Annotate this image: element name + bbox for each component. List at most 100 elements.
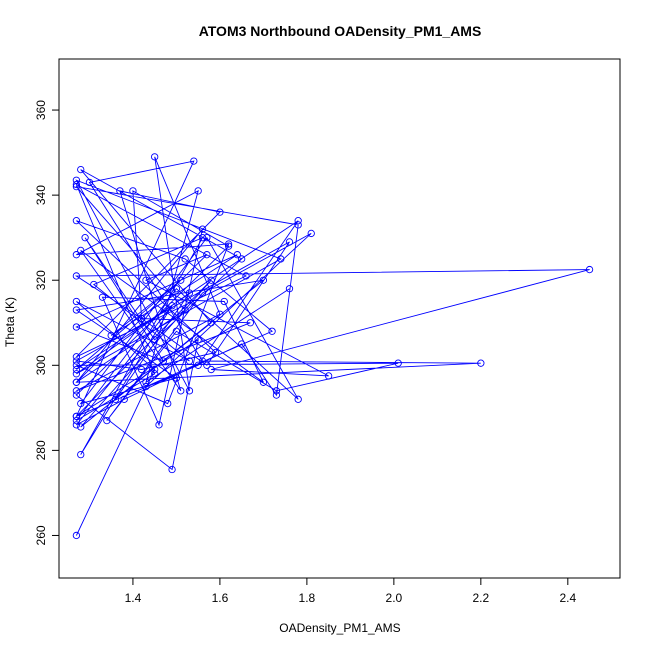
- data-point: [72, 416, 81, 425]
- data-point: [72, 361, 81, 369]
- axes: 1.4 1.6 1.8 2.0 2.2 2.4 260 280 300 320 340 360: [34, 100, 576, 605]
- data-point: [103, 416, 111, 425]
- data-point: [172, 327, 181, 335]
- data-point: [238, 340, 246, 348]
- data-point: [72, 251, 81, 259]
- data-point: [98, 293, 107, 301]
- data-point: [85, 178, 94, 187]
- data-point: [181, 306, 189, 314]
- data-point: [159, 357, 168, 365]
- data-point: [72, 353, 81, 361]
- data-point: [72, 421, 81, 429]
- data-point: [72, 357, 81, 365]
- data-point: [268, 327, 276, 335]
- data-point: [233, 251, 241, 259]
- data-point: [198, 357, 207, 365]
- data-point: [177, 387, 185, 395]
- data-point: [72, 176, 81, 184]
- data-point: [155, 421, 163, 429]
- data-point: [72, 412, 81, 420]
- x-tick-label: 2.4: [559, 591, 576, 605]
- data-point: [185, 357, 194, 365]
- y-axis-label: Theta (K): [3, 297, 17, 347]
- data-point: [285, 285, 294, 293]
- data-point: [172, 285, 181, 293]
- chart-title: ATOM3 Northbound OADensity_PM1_AMS: [199, 23, 482, 39]
- data-point: [168, 302, 176, 310]
- data-point: [72, 180, 81, 189]
- y-tick-label: 320: [34, 270, 48, 290]
- data-point: [324, 372, 333, 380]
- data-point: [77, 423, 85, 431]
- data-point: [151, 370, 159, 378]
- data-point: [137, 314, 146, 323]
- data-point: [72, 378, 81, 386]
- x-tick-label: 1.4: [125, 591, 142, 605]
- data-point: [72, 297, 81, 306]
- data-point: [259, 378, 268, 386]
- data-point: [77, 450, 85, 459]
- data-point: [181, 255, 189, 263]
- data-point: [207, 276, 215, 284]
- data-point: [120, 395, 128, 403]
- series-layer: [72, 153, 594, 540]
- y-tick-label: 360: [34, 100, 48, 120]
- data-point: [72, 370, 81, 378]
- data-point: [185, 289, 194, 297]
- data-point: [164, 399, 172, 408]
- data-point: [246, 319, 254, 327]
- y-tick-label: 280: [34, 440, 48, 460]
- data-point: [272, 391, 281, 399]
- data-point: [77, 165, 85, 174]
- data-point: [72, 272, 81, 280]
- data-point: [129, 187, 137, 195]
- data-point: [207, 319, 215, 327]
- data-point: [151, 336, 159, 344]
- data-point: [72, 531, 81, 540]
- data-point: [216, 208, 224, 216]
- data-point: [238, 255, 246, 263]
- data-point: [137, 365, 146, 374]
- data-point: [72, 217, 81, 225]
- data-point: [220, 297, 228, 306]
- data-point: [185, 387, 194, 395]
- x-tick-label: 2.2: [472, 591, 489, 605]
- data-point: [272, 387, 281, 395]
- data-point: [72, 391, 81, 399]
- data-point: [151, 365, 159, 374]
- data-point: [294, 221, 302, 229]
- data-point: [242, 272, 250, 280]
- data-point: [72, 323, 81, 331]
- data-point: [190, 157, 198, 165]
- data-point: [198, 225, 207, 233]
- data-point: [194, 361, 202, 369]
- data-point: [142, 276, 150, 284]
- data-point: [90, 280, 98, 289]
- series-line: [74, 156, 590, 536]
- data-point: [294, 217, 302, 225]
- data-point: [207, 365, 215, 374]
- x-tick-label: 1.8: [299, 591, 316, 605]
- data-point: [142, 382, 150, 391]
- x-tick-label: 2.0: [386, 591, 403, 605]
- data-point: [151, 153, 159, 161]
- data-point: [259, 276, 268, 284]
- data-point: [198, 289, 207, 297]
- data-point: [203, 251, 211, 259]
- data-point: [77, 399, 85, 408]
- data-point: [203, 234, 211, 242]
- data-point: [585, 265, 594, 274]
- data-point: [81, 234, 89, 242]
- data-point: [307, 229, 315, 238]
- y-tick-label: 300: [34, 355, 48, 375]
- x-axis-label: OADensity_PM1_AMS: [279, 621, 400, 635]
- x-tick-label: 1.6: [212, 591, 229, 605]
- data-point: [111, 395, 120, 403]
- data-point: [177, 276, 185, 284]
- data-point: [198, 234, 207, 242]
- data-point: [477, 359, 485, 367]
- data-point: [194, 336, 202, 344]
